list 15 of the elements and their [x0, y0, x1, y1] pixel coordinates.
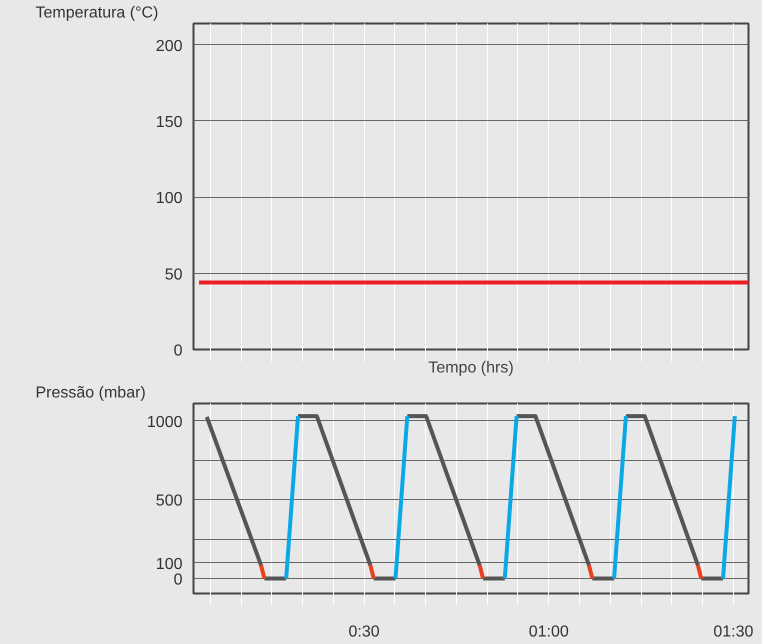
y-tick-label: 1000: [146, 414, 183, 431]
y-tick-label: 100: [156, 556, 183, 573]
x-tick-label: 0:30: [348, 624, 380, 640]
x-tick-label: 01:00: [528, 624, 569, 640]
x-tick-label: 01:30: [713, 624, 754, 640]
y-tick-label: 200: [156, 38, 183, 55]
y-tick-label: 0: [174, 572, 183, 589]
y-axis-title: Pressão (mbar): [36, 384, 146, 402]
y-tick-label: 500: [156, 492, 183, 510]
y-tick-label: 50: [164, 266, 183, 284]
y-tick-label: 150: [156, 114, 183, 131]
x-axis-title: Tempo (hrs): [428, 360, 514, 376]
y-tick-label: 100: [156, 190, 183, 208]
y-tick-label: 0: [174, 342, 183, 360]
y-axis-title: Temperatura (°C): [36, 4, 158, 22]
